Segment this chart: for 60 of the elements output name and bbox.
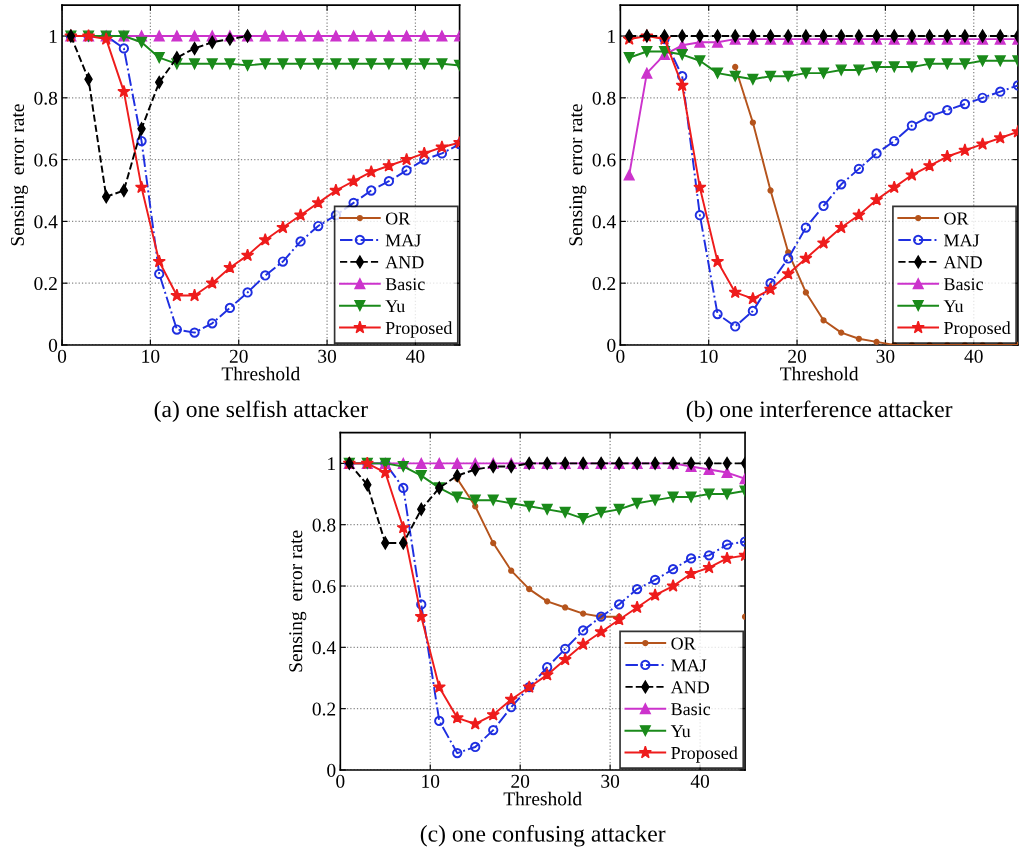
y-tick-label: 0.8 [34,91,58,105]
x-tick-label: 40 [964,349,983,363]
y-tick-label: 0.4 [592,215,616,229]
y-tick-label: 1 [608,29,616,43]
x-tick-label: 30 [876,349,895,363]
y-tick-label: 0.4 [312,641,336,655]
y-axis-title: Sensing error rate [569,104,587,246]
x-tick-label: 20 [511,774,530,788]
y-tick-label: 0.6 [312,579,336,594]
legend-label: Proposed [944,321,1011,338]
legend-label: AND [943,256,982,269]
x-tick-label: 20 [229,349,248,363]
legend-label: Yu [385,300,405,313]
legend-label: OR [944,212,969,225]
legend-label: Yu [943,300,964,313]
y-tick-label: 0 [48,338,58,352]
x-tick-label: 40 [690,774,710,788]
y-axis-title: Sensing error rate [289,530,307,672]
legend-label: OR [385,212,411,225]
y-tick-label: 0.2 [312,702,336,716]
y-tick-label: 0.2 [34,277,57,291]
y-tick-label: 1 [328,457,335,471]
y-tick-label: 0.8 [312,518,336,532]
y-tick-label: 1 [49,29,57,43]
x-tick-label: 30 [318,349,337,363]
legend-label: OR [671,637,696,650]
legend-label: AND [385,256,424,269]
y-tick-label: 0.6 [592,153,616,167]
legend-label: MAJ [671,659,707,672]
text: (b) one interference attacker [686,400,953,423]
y-tick-label: 0.6 [34,153,58,167]
legend-label: AND [670,681,710,694]
x-tick-label: 40 [406,349,425,363]
x-tick-label: 30 [601,774,620,788]
x-tick-label: 0 [616,349,625,363]
y-tick-label: 0.4 [34,215,58,229]
legend-label: MAJ [944,234,980,247]
y-tick-label: 0.2 [592,277,616,291]
text: (c) one confusing attacker [420,824,666,847]
x-tick-label: 20 [788,349,807,363]
x-axis-title: Threshold [221,366,300,381]
x-tick-label: 10 [700,349,718,363]
y-tick-label: 0 [607,338,616,352]
legend-label: Proposed [385,321,453,338]
legend-label: Yu [670,725,691,738]
x-tick-label: 10 [142,349,160,363]
legend-label: Basic [944,278,984,291]
x-tick-label: 0 [336,774,345,788]
x-axis-title: Threshold [503,791,582,806]
x-axis-title: Threshold [780,366,859,381]
legend-label: Proposed [671,746,738,763]
y-tick-label: 0.8 [592,91,616,105]
legend-label: Basic [671,703,711,716]
y-tick-label: 0 [327,763,336,777]
x-tick-label: 10 [422,774,440,788]
x-tick-label: 0 [57,349,67,363]
text: (a) one selfish attacker [154,400,368,423]
y-axis-title: Sensing error rate [10,104,29,246]
legend-label: MAJ [385,234,421,247]
legend-label: Basic [385,278,425,291]
